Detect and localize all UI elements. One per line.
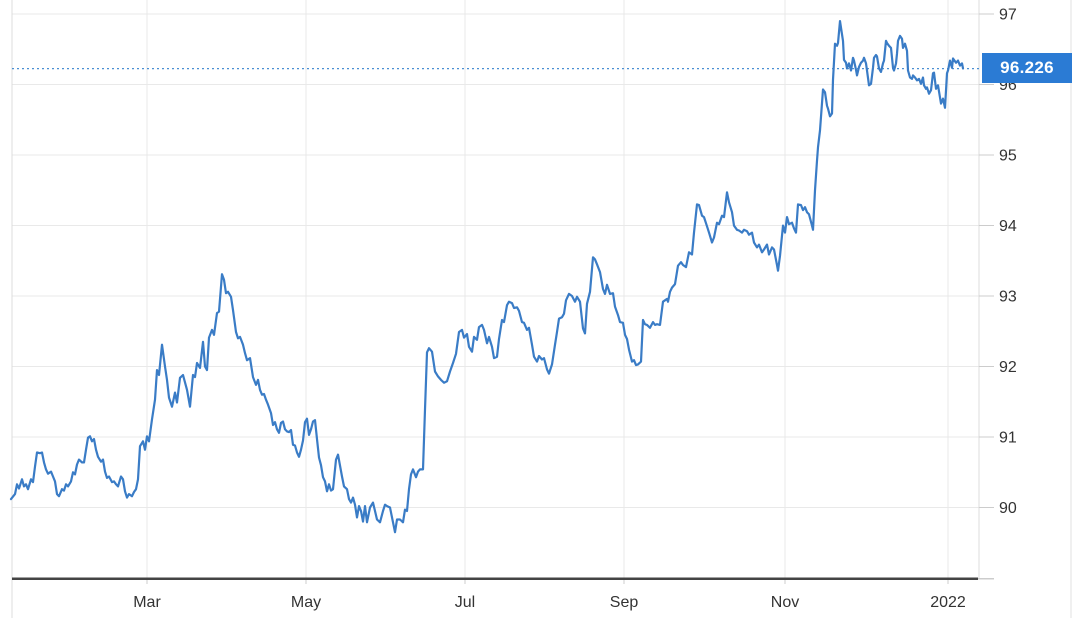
- y-axis-label: 95: [999, 148, 1017, 165]
- y-axis-label: 94: [999, 218, 1017, 235]
- y-axis-label: 90: [999, 500, 1017, 517]
- y-axis-label: 92: [999, 359, 1017, 376]
- x-axis-label: Mar: [133, 594, 161, 611]
- x-axis-label: Sep: [610, 594, 639, 611]
- x-axis-label: May: [291, 594, 321, 611]
- y-axis-label: 97: [999, 7, 1017, 24]
- price-line: [9, 20, 965, 534]
- y-axis-label: 93: [999, 289, 1017, 306]
- last-price-badge: 96.226: [982, 53, 1072, 83]
- x-axis-label: Nov: [771, 594, 799, 611]
- y-axis-label: 91: [999, 430, 1017, 447]
- x-axis-label: Jul: [455, 594, 475, 611]
- x-axis-label: 2022: [930, 594, 966, 611]
